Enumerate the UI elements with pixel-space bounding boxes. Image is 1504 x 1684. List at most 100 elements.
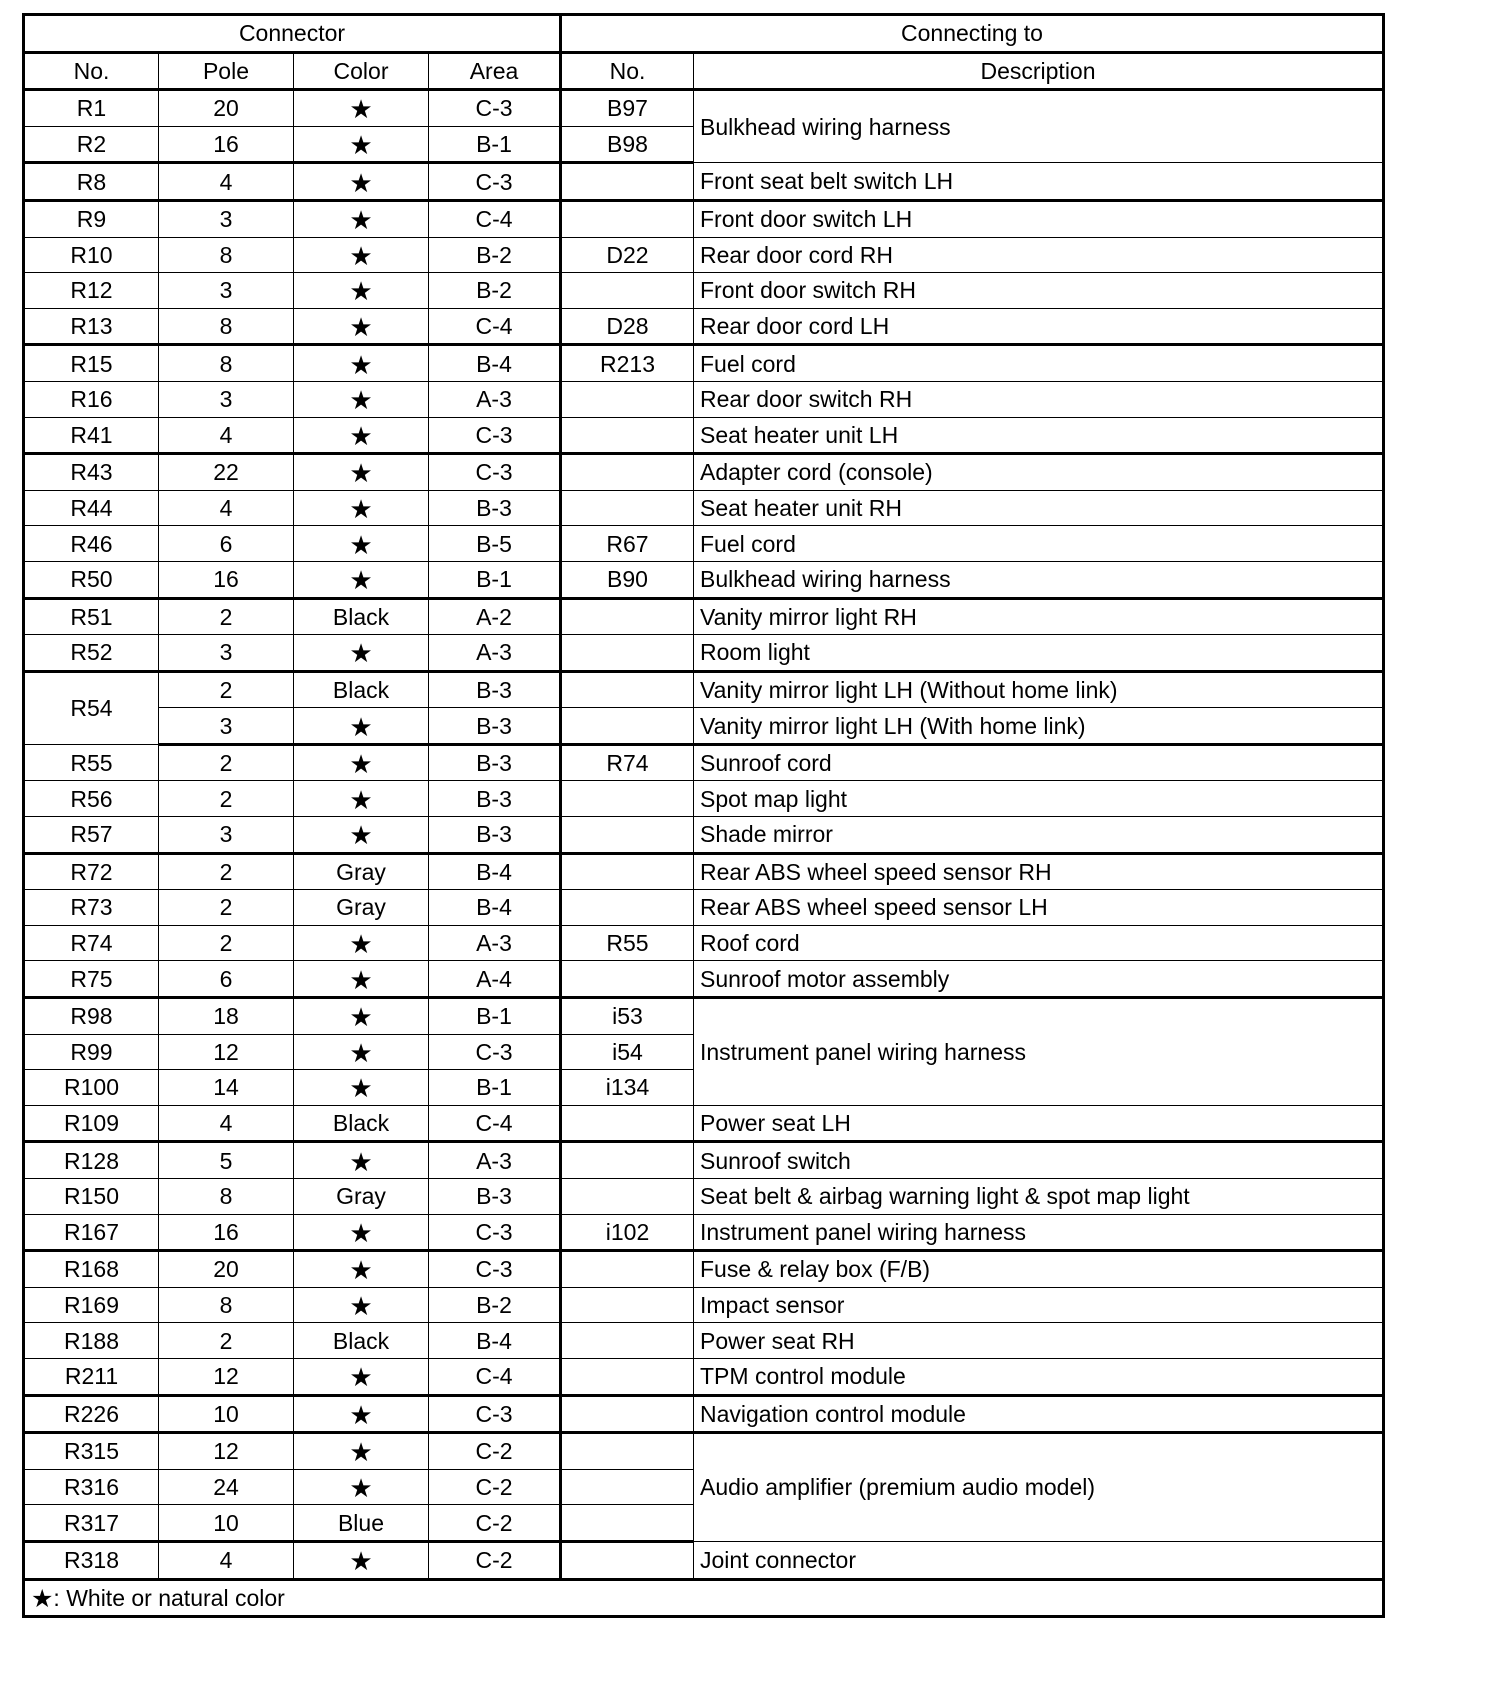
cell-connecting-no [560, 1432, 694, 1470]
cell-connecting-no: i134 [560, 1069, 694, 1106]
cell-color: Black [293, 1322, 429, 1359]
table-row: R55 2 ★ B-3 R74 Sunroof cord [23, 743, 1384, 782]
cell-pole: 10 [158, 1504, 294, 1543]
star-icon: ★ [349, 1399, 373, 1430]
cell-pole: 8 [158, 1178, 294, 1215]
cell-connector-no: R315 [23, 1432, 159, 1470]
connector-list-table: Connector Connecting to No. Pole Color A… [22, 13, 1385, 1619]
cell-color: Black [293, 670, 429, 709]
cell-area: B-5 [428, 525, 562, 562]
cell-connector-no: R57 [23, 816, 159, 855]
cell-color: Gray [293, 1178, 429, 1215]
table-row: R54 2 Black B-3 Vanity mirror light LH (With… [23, 670, 1384, 745]
cell-connecting-no [560, 1322, 694, 1359]
cell-description: TPM control module [693, 1357, 1384, 1397]
cell-color: ★ [293, 380, 429, 418]
star-icon: ★ [349, 784, 373, 815]
cell-pole: 4 [158, 489, 294, 527]
cell-pole: 12 [158, 1033, 294, 1071]
col-header-area: Area [428, 51, 562, 92]
cell-description: Rear ABS wheel speed sensor LH [693, 889, 1384, 926]
cell-connector-no: R168 [23, 1250, 159, 1288]
cell-pole: 8 [158, 236, 294, 274]
cell-connecting-no [560, 1286, 694, 1324]
cell-description: Impact sensor [693, 1286, 1384, 1324]
cell-connecting-no [560, 272, 694, 309]
cell-connecting-no [560, 1540, 694, 1581]
cell-connecting-no [560, 889, 694, 926]
star-icon: ★ [349, 1146, 373, 1177]
cell-description: Spot map light [693, 780, 1384, 818]
cell-area: C-4 [428, 307, 562, 347]
star-icon: ★ [349, 929, 373, 960]
cell-pole: 8 [158, 307, 294, 347]
cell-connecting-no [560, 1357, 694, 1397]
cell-area: A-2 [428, 597, 562, 636]
cell-connecting-no: B97 [560, 89, 694, 127]
cell-connector-no: R1 [23, 89, 159, 127]
table-row: R9 3 ★ C-4 Front door switch LH [23, 199, 1384, 238]
table-row: R318 4 ★ C-2 Joint connector [23, 1540, 1384, 1581]
cell-color: Black [293, 1104, 429, 1144]
cell-connector-no: R169 [23, 1286, 159, 1324]
cell-color: ★ [293, 1033, 429, 1071]
footnote-text: : White or natural color [53, 1584, 285, 1611]
cell-connector-no: R316 [23, 1468, 159, 1506]
cell-pole: 6 [158, 960, 294, 1000]
table-row: R56 2 ★ B-3 Spot map light [23, 780, 1384, 818]
cell-area: C-3 [428, 1213, 562, 1253]
cell-area: B-4 [428, 1322, 562, 1359]
cell-color: ★ [293, 1468, 429, 1506]
cell-pole: 2 [158, 924, 294, 962]
table-row: R73 2 Gray B-4 Rear ABS wheel speed sensor L… [23, 889, 1384, 926]
cell-description: Shade mirror [693, 816, 1384, 855]
cell-connector-no: R128 [23, 1141, 159, 1179]
cell-description: Vanity mirror light LH (With home link) [693, 707, 1384, 746]
cell-area: C-3 [428, 1394, 562, 1435]
cell-connector-no: R56 [23, 780, 159, 818]
table-row: R315 12 ★ C-2 Audio amplifier (premium audio… [23, 1432, 1384, 1542]
cell-area: C-2 [428, 1468, 562, 1506]
cell-description: Power seat LH [693, 1104, 1384, 1144]
cell-description: Fuel cord [693, 344, 1384, 382]
star-icon: ★ [31, 1584, 54, 1613]
cell-connecting-no [560, 1178, 694, 1215]
cell-area: B-2 [428, 236, 562, 274]
table-row: R46 6 ★ B-5 R67 Fuel cord [23, 525, 1384, 562]
cell-pole: 2 [158, 743, 294, 782]
table-row: R8 4 ★ C-3 Front seat belt switch LH [23, 162, 1384, 202]
star-icon: ★ [349, 240, 373, 271]
cell-connector-no: R9 [23, 199, 159, 238]
cell-connector-no: R150 [23, 1178, 159, 1215]
star-icon: ★ [349, 130, 373, 160]
cell-description: Fuse & relay box (F/B) [693, 1250, 1384, 1288]
cell-connecting-no [560, 852, 694, 891]
cell-connecting-no [560, 489, 694, 527]
footnote-row: ★: White or natural color [23, 1578, 1384, 1618]
cell-connector-no: R188 [23, 1322, 159, 1359]
star-icon: ★ [349, 349, 373, 380]
table-row: R16 3 ★ A-3 Rear door switch RH [23, 380, 1384, 418]
cell-description: Room light [693, 634, 1384, 673]
cell-pole: 12 [158, 1432, 294, 1470]
cell-pole: 4 [158, 1104, 294, 1144]
cell-pole: 8 [158, 1286, 294, 1324]
cell-pole: 4 [158, 1540, 294, 1581]
star-icon: ★ [349, 638, 373, 669]
cell-connector-no: R44 [23, 489, 159, 527]
table-row: R2 16 ★ B-1 B98 [23, 125, 1384, 165]
cell-connecting-no: R74 [560, 743, 694, 782]
cell-color: ★ [293, 997, 429, 1035]
cell-connecting-no: B90 [560, 560, 694, 600]
cell-description: Adapter cord (console) [693, 453, 1384, 491]
star-icon: ★ [349, 1437, 373, 1468]
cell-area: C-4 [428, 1357, 562, 1397]
cell-color: ★ [293, 525, 429, 562]
star-icon: ★ [349, 749, 373, 780]
group-header-connecting-to: Connecting to [560, 14, 1384, 54]
table-row: R169 8 ★ B-2 Impact sensor [23, 1286, 1384, 1324]
table-row: R226 10 ★ C-3 Navigation control module [23, 1394, 1384, 1435]
cell-area: C-2 [428, 1540, 562, 1581]
cell-connecting-no [560, 707, 694, 746]
